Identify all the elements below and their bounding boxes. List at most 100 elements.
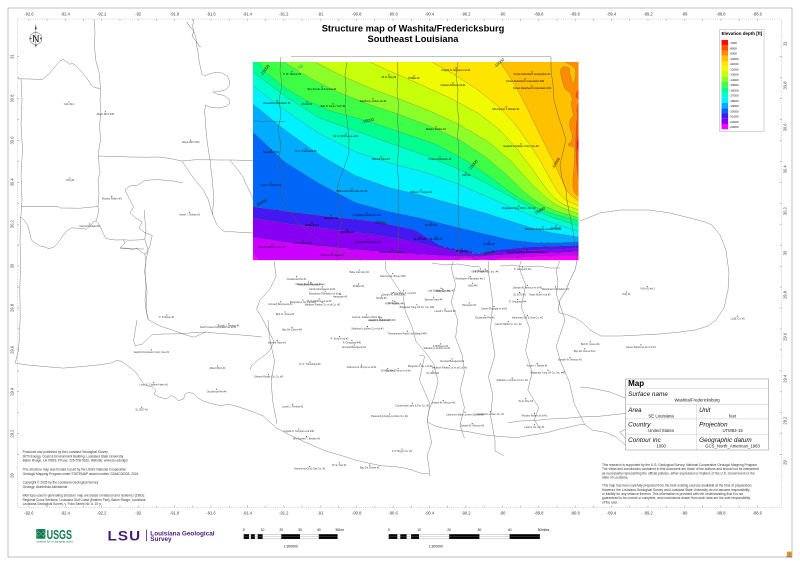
svg-text:Albert Rizzi #40: Albert Rizzi #40	[97, 113, 115, 116]
svg-text:-90.6: -90.6	[388, 511, 398, 516]
svg-text:Clarence E. Boyce #40: Clarence E. Boyce #40	[380, 275, 406, 278]
svg-text:Hammond Oil & Gas Co. #2: Hammond Oil & Gas Co. #2	[512, 317, 544, 320]
svg-text:Projection: Projection	[699, 422, 728, 429]
svg-text:-8000: -8000	[729, 46, 737, 50]
svg-text:1000: 1000	[656, 444, 666, 449]
svg-text:-23000: -23000	[729, 125, 739, 129]
svg-text:-89: -89	[682, 12, 689, 17]
svg-text:30.4: 30.4	[783, 165, 788, 174]
svg-text:H. W. Tatums #40: H. W. Tatums #40	[385, 303, 405, 306]
svg-text:Barnett Hara #A: Barnett Hara #A	[425, 298, 443, 301]
svg-text:Laterre Co. Inc #1: Laterre Co. Inc #1	[524, 426, 545, 429]
svg-text:Salisbury Lumber Co Co. #2: Salisbury Lumber Co Co. #2	[496, 379, 528, 382]
svg-text:Patecard & Fante Lumber Co. #A: Patecard & Fante Lumber Co. #A	[371, 415, 408, 418]
svg-text:Structure map of Washita/Frede: Structure map of Washita/Fredericksburg	[322, 24, 505, 34]
svg-text:VUA SL #d-1: VUA SL #d-1	[640, 288, 655, 291]
svg-text:-90.8: -90.8	[352, 12, 362, 17]
svg-text:Travis Murff et al #1: Travis Murff et al #1	[529, 293, 552, 296]
svg-text:Patecard & Fante Lumber Co.#1: Patecard & Fante Lumber Co.#1	[525, 228, 562, 231]
svg-text:-92.4: -92.4	[61, 12, 71, 17]
svg-text:Louis E. Cadiere Hans #A: Louis E. Cadiere Hans #A	[352, 316, 381, 319]
svg-text:South Coast Corporation et al: South Coast Corporation et al #1	[200, 326, 237, 329]
svg-text:29.2: 29.2	[10, 429, 15, 438]
svg-text:Austin J. Rahas #1: Austin J. Rahas #1	[179, 213, 201, 216]
svg-text:W. N. McKney et al #2: W. N. McKney et al #2	[307, 300, 332, 303]
svg-text:LL&E Co. #2: LL&E Co. #2	[731, 317, 746, 320]
svg-text:Murphy Rollins #1: Murphy Rollins #1	[102, 198, 123, 201]
svg-text:Occidental Pet #1: Occidental Pet #1	[475, 316, 495, 319]
svg-text:Bob R. Jones #A: Bob R. Jones #A	[581, 343, 600, 346]
svg-text:Curtis #40: Curtis #40	[387, 302, 399, 305]
svg-text:Mrs Fannie T. Brooks #1: Mrs Fannie T. Brooks #1	[492, 108, 520, 111]
svg-text:Gaylord Container Corp. Fee #1: Gaylord Container Corp. Fee #1	[134, 351, 170, 354]
svg-text:30.8: 30.8	[783, 81, 788, 90]
svg-text:29.8: 29.8	[10, 303, 15, 312]
svg-text:Lola B. Balbi Co. Inc, #A: Lola B. Balbi Co. Inc, #A	[472, 270, 499, 273]
svg-text:-88.6: -88.6	[753, 12, 763, 17]
svg-text:-20000: -20000	[255, 197, 269, 208]
svg-text:Yelly #d-1: Yelly #d-1	[64, 103, 75, 106]
svg-text:Andrew Shield et al #1: Andrew Shield et al #1	[440, 84, 466, 87]
svg-text:W. N. McKney et al #1: W. N. McKney et al #1	[334, 135, 359, 138]
svg-text:E. Cockrell Jr. et al #1: E. Cockrell Jr. et al #1	[391, 292, 416, 295]
svg-text:30: 30	[783, 250, 788, 255]
svg-text:Bob R. Jones "A-8" #1: Bob R. Jones "A-8" #1	[321, 105, 346, 108]
svg-text:Joseph W. Mercux et al #1: Joseph W. Mercux et al #1	[513, 286, 543, 289]
svg-text:-88.8: -88.8	[716, 12, 726, 17]
svg-text:GCS_North_American_1983: GCS_North_American_1983	[705, 444, 760, 449]
svg-text:Burguieres Co. Ltd #40: Burguieres Co. Ltd #40	[290, 301, 316, 304]
svg-text:30: 30	[478, 528, 482, 532]
svg-text:1:300000: 1:300000	[429, 545, 443, 549]
svg-text:-92: -92	[135, 511, 142, 516]
svg-text:Yelly #40: Yelly #40	[468, 284, 479, 287]
svg-text:Continental Land & Fur Co. #2: Continental Land & Fur Co. #2	[395, 404, 429, 407]
svg-text:Hammond Oil & Gas Co. #1: Hammond Oil & Gas Co. #1	[294, 468, 326, 471]
svg-text:Austin J. Rahas #1: Austin J. Rahas #1	[527, 365, 549, 368]
svg-text:-90: -90	[499, 12, 506, 17]
svg-text:SL 1182 #1: SL 1182 #1	[430, 238, 443, 241]
svg-text:-91: -91	[317, 12, 324, 17]
svg-text:Carrito Rockjad et al #1: Carrito Rockjad et al #1	[309, 288, 336, 291]
svg-text:Unit: Unit	[699, 407, 711, 414]
svg-text:-14000: -14000	[729, 78, 739, 82]
svg-text:-90.4: -90.4	[425, 12, 435, 17]
svg-text:-20000: -20000	[482, 249, 496, 257]
svg-text:-16000: -16000	[729, 88, 739, 92]
svg-text:-89.2: -89.2	[643, 511, 653, 516]
svg-text:Angela S. Templet et al #1: Angela S. Templet et al #1	[441, 69, 471, 72]
svg-text:Lola B. Balbi Co. Inc, #2: Lola B. Balbi Co. Inc, #2	[259, 246, 286, 249]
svg-text:Rosedown Plantation #1: Rosedown Plantation #1	[263, 102, 291, 105]
svg-text:29.4: 29.4	[10, 387, 15, 396]
svg-text:McGill #1: McGill #1	[302, 103, 313, 106]
svg-text:D. A. Transitoria #1: D. A. Transitoria #1	[299, 363, 321, 366]
svg-text:Gaylord Container Corp. Fee #1: Gaylord Container Corp. Fee #1	[503, 145, 539, 148]
svg-text:SE Louisiana: SE Louisiana	[648, 414, 674, 419]
svg-text:Clarence E. Boyce et al #1: Clarence E. Boyce et al #1	[347, 366, 377, 369]
svg-text:-89: -89	[682, 511, 689, 516]
svg-text:Earl Mills #1: Earl Mills #1	[340, 231, 354, 234]
svg-text:Crown Fachburg Co Wentworth #h: Crown Fachburg Co Wentworth #h-1	[507, 251, 548, 254]
svg-text:Hampstor #2: Hampstor #2	[324, 217, 339, 220]
svg-text:-92.4: -92.4	[61, 511, 71, 516]
svg-text:Ghisera Realty Co. Co. #2: Ghisera Realty Co. Co. #2	[254, 376, 284, 379]
svg-text:Crown Zellerbach Corporation #: Crown Zellerbach Corporation #42	[513, 87, 552, 90]
svg-text:-88.6: -88.6	[753, 511, 763, 516]
svg-text:Umgated Lumber Co. #1: Umgated Lumber Co. #1	[353, 214, 381, 217]
svg-text:McGill #2: McGill #2	[376, 297, 387, 300]
svg-text:-92.6: -92.6	[24, 511, 34, 516]
svg-text:-22000: -22000	[729, 120, 739, 124]
svg-text:Armand Bourgeois #1: Armand Bourgeois #1	[268, 303, 293, 306]
svg-text:Carrito Rockjad et al #1: Carrito Rockjad et al #1	[481, 308, 508, 311]
svg-text:-89.6: -89.6	[571, 511, 581, 516]
svg-text:-89.4: -89.4	[607, 12, 617, 17]
svg-text:30: 30	[10, 263, 15, 268]
svg-text:-90.2: -90.2	[461, 12, 471, 17]
svg-text:Armand Bourgeois #1: Armand Bourgeois #1	[342, 346, 367, 349]
svg-text:Joseph W. Mercux #1: Joseph W. Mercux #1	[382, 294, 407, 297]
svg-text:SL 864 #1: SL 864 #1	[483, 243, 495, 246]
svg-text:Burguieres Co. Ltd #2: Burguieres Co. Ltd #2	[408, 365, 433, 368]
svg-text:-90.2: -90.2	[461, 511, 471, 516]
svg-text:Lola B. Balbi Co. Inc, #2: Lola B. Balbi Co. Inc, #2	[428, 289, 455, 292]
svg-text:Clifburn T. Joyce #1: Clifburn T. Joyce #1	[410, 191, 433, 194]
svg-text:Clarence E. Boyce 2: Clarence E. Boyce 2	[321, 254, 344, 257]
